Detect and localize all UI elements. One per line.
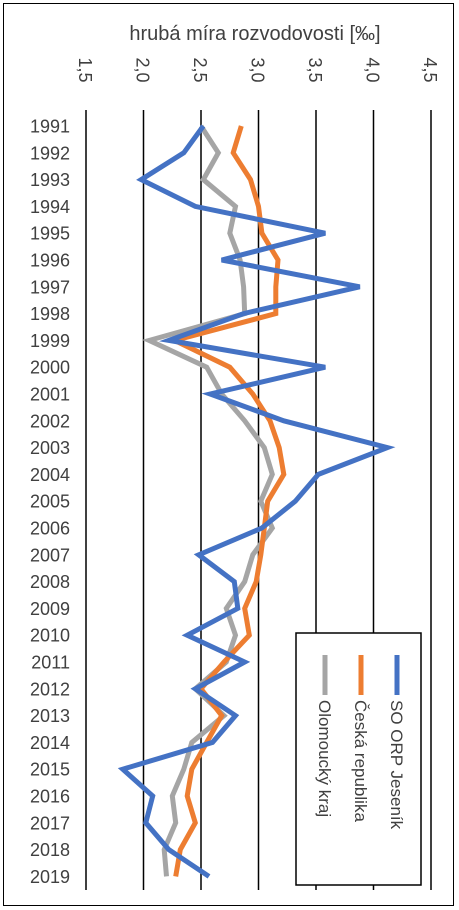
year-label: 2017	[30, 813, 70, 833]
year-label: 1998	[30, 304, 70, 324]
year-label: 2015	[30, 760, 70, 780]
year-label: 1994	[30, 197, 70, 217]
legend-label: Česká republika	[351, 700, 370, 822]
tick-label: 3,5	[305, 57, 325, 82]
series-line-1	[167, 125, 287, 877]
year-label: 1999	[30, 331, 70, 351]
year-label: 2019	[30, 867, 70, 887]
year-label: 1997	[30, 277, 70, 297]
series-line-0	[117, 124, 396, 879]
year-label: 2018	[30, 840, 70, 860]
year-labels: 1991 1992 1993 1994 1995 1996 1997 1998 1999 2000…	[30, 117, 70, 887]
legend-label: Olomoucký kraj	[315, 700, 334, 817]
year-label: 2002	[30, 411, 70, 431]
year-label: 2001	[30, 385, 70, 405]
year-label: 2010	[30, 626, 70, 646]
year-label: 2014	[30, 733, 70, 753]
year-label: 1992	[30, 143, 70, 163]
tick-label: 1,5	[75, 57, 95, 82]
year-label: 2016	[30, 787, 70, 807]
legend-label: SO ORP Jeseník	[387, 700, 406, 830]
year-label: 2004	[30, 465, 70, 485]
year-label: 2013	[30, 706, 70, 726]
tick-label: 2,0	[133, 57, 153, 82]
tick-label: 4,5	[420, 57, 440, 82]
series-lines	[117, 124, 396, 879]
year-label: 2003	[30, 438, 70, 458]
chart-title: hrubá míra rozvodovosti [‰]	[129, 23, 380, 45]
tick-label: 2,5	[190, 57, 210, 82]
tick-label: 3,0	[248, 57, 268, 82]
year-label: 2011	[31, 653, 70, 673]
value-axis-ticks: 1,5 2,0 2,5 3,0 3,5 4,0 4,5	[75, 57, 440, 82]
year-label: 2009	[30, 599, 70, 619]
year-label: 1993	[30, 170, 70, 190]
year-label: 1996	[30, 251, 70, 271]
tick-label: 4,0	[363, 57, 383, 82]
legend: SO ORP Jeseník Česká republika Olomoucký k…	[295, 632, 422, 886]
year-label: 2006	[30, 519, 70, 539]
year-label: 2000	[30, 358, 70, 378]
series-line-2	[142, 124, 276, 877]
year-label: 1991	[30, 117, 70, 137]
year-label: 1995	[30, 224, 70, 244]
year-label: 2008	[30, 572, 70, 592]
year-label: 2007	[30, 545, 70, 565]
year-label: 2012	[30, 679, 70, 699]
year-label: 2005	[30, 492, 70, 512]
chart-frame	[3, 3, 454, 906]
